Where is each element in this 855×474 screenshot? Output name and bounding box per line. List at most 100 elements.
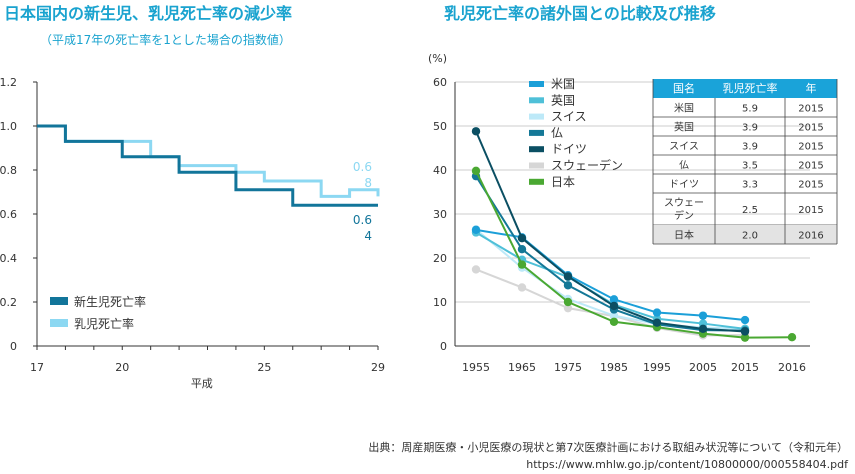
table-header-cell: 乳児死亡率 bbox=[723, 81, 778, 95]
right-legend-swatch bbox=[529, 178, 544, 185]
left-y-tick-label: 1.2 bbox=[0, 76, 17, 89]
right-data-point bbox=[698, 324, 708, 334]
table-cell: 2015 bbox=[798, 205, 823, 216]
left-legend-swatch bbox=[50, 319, 68, 327]
right-data-point bbox=[740, 333, 750, 342]
left-chart-title: 日本国内の新生児、乳児死亡率の減少率 bbox=[4, 4, 292, 23]
left-legend-swatch bbox=[50, 297, 68, 305]
right-x-tick-label: 2015 bbox=[731, 361, 759, 374]
right-legend-label: 日本 bbox=[551, 175, 575, 189]
right-data-point bbox=[609, 317, 619, 326]
right-data-point bbox=[787, 333, 797, 342]
right-data-point bbox=[471, 265, 481, 274]
table-cell: スウェー bbox=[664, 197, 704, 209]
right-x-tick-label: 1985 bbox=[600, 361, 628, 374]
right-data-point bbox=[563, 281, 573, 290]
left-y-tick-label: 1.0 bbox=[0, 120, 17, 133]
left-y-tick-label: 0.6 bbox=[0, 208, 17, 221]
right-x-tick-label: 1965 bbox=[508, 361, 536, 374]
left-end-label: 8 bbox=[364, 176, 372, 190]
left-y-tick-label: 0.4 bbox=[0, 252, 17, 265]
right-data-point bbox=[517, 260, 527, 269]
table-header-bg bbox=[653, 79, 837, 98]
right-y-tick-label: 30 bbox=[433, 208, 447, 221]
table-cell: デン bbox=[674, 209, 694, 222]
left-end-label: 0.6 bbox=[353, 213, 372, 227]
right-y-tick-label: 50 bbox=[433, 120, 447, 133]
left-y-tick-label: 0.8 bbox=[0, 164, 17, 177]
right-data-point bbox=[609, 311, 619, 320]
source-url: https://www.mhlw.go.jp/content/10800000/… bbox=[526, 458, 849, 471]
table-row-highlight bbox=[653, 225, 837, 244]
left-series-line-1 bbox=[37, 124, 380, 198]
right-legend-label: ドイツ bbox=[551, 142, 587, 156]
left-x-axis-label: 平成 bbox=[191, 377, 213, 390]
left-x-tick-label: 25 bbox=[257, 361, 271, 374]
left-x-tick-label: 20 bbox=[115, 361, 129, 374]
right-legend-label: 仏 bbox=[551, 126, 563, 140]
right-data-point bbox=[740, 327, 750, 336]
table-cell: 2015 bbox=[798, 180, 823, 191]
right-legend-swatch bbox=[529, 81, 544, 87]
table-cell: 2016 bbox=[798, 231, 823, 242]
table-cell: 英国 bbox=[674, 121, 694, 134]
left-x-tick-label: 17 bbox=[30, 361, 44, 374]
table-header-cell: 国名 bbox=[673, 81, 695, 95]
right-legend-label: スウェーデン bbox=[551, 158, 623, 173]
table-cell: 3.9 bbox=[742, 123, 758, 134]
left-chart-subtitle: （平成17年の死亡率を1とした場合の指数値） bbox=[40, 32, 291, 47]
right-x-tick-label: 1995 bbox=[643, 361, 671, 374]
right-x-tick-label: 1955 bbox=[462, 361, 490, 374]
right-y-tick-label: 0 bbox=[440, 340, 447, 353]
right-x-tick-label: 1975 bbox=[554, 361, 582, 374]
right-legend-label: 米国 bbox=[551, 77, 575, 91]
table-cell: 2015 bbox=[798, 161, 823, 172]
left-legend-label: 新生児死亡率 bbox=[74, 294, 146, 309]
right-series-line-6 bbox=[475, 170, 793, 339]
right-data-point bbox=[740, 315, 750, 325]
right-legend-swatch bbox=[529, 146, 544, 153]
right-data-point bbox=[471, 127, 481, 136]
right-legend-label: スイス bbox=[551, 110, 587, 124]
table-cell: 2015 bbox=[798, 104, 823, 115]
table-cell: 日本 bbox=[674, 229, 694, 242]
table-cell: ドイツ bbox=[669, 180, 699, 191]
right-data-point bbox=[563, 303, 573, 313]
table-cell: 2015 bbox=[798, 123, 823, 134]
right-data-point bbox=[517, 245, 527, 254]
left-legend-label: 乳児死亡率 bbox=[74, 316, 134, 331]
right-data-point bbox=[471, 225, 481, 235]
right-legend-swatch bbox=[529, 162, 544, 169]
source-citation: 出典：周産期医療・小児医療の現状と第7次医療計画における取組み状況等について（令… bbox=[368, 440, 848, 454]
table-cell: 3.9 bbox=[742, 142, 758, 153]
right-y-tick-label: 40 bbox=[433, 164, 447, 177]
table-cell: 米国 bbox=[674, 102, 694, 115]
left-line-chart: 0 0.2 0.4 0.6 0.8 1.0 1.2 17 20 25 29 平成 0.6 4 0.6 8 新生児… bbox=[0, 76, 385, 390]
left-y-tick-label: 0.2 bbox=[0, 296, 17, 309]
right-y-tick-label: 60 bbox=[433, 76, 447, 89]
table-cell: 3.5 bbox=[742, 161, 758, 172]
left-end-label: 0.6 bbox=[353, 160, 372, 174]
right-y-tick-label: 10 bbox=[433, 296, 447, 309]
left-series-line-0 bbox=[37, 124, 378, 207]
right-data-point bbox=[471, 166, 481, 176]
table-cell: 3.3 bbox=[742, 180, 758, 191]
right-chart-title: 乳児死亡率の諸外国との比較及び推移 bbox=[444, 4, 716, 23]
table-cell: 仏 bbox=[679, 160, 689, 172]
right-data-point bbox=[652, 308, 662, 317]
right-data-point bbox=[698, 311, 708, 320]
right-y-tick-label: 20 bbox=[433, 252, 447, 265]
table-cell: スイス bbox=[669, 142, 699, 153]
right-data-point bbox=[609, 301, 619, 311]
table-header-cell: 年 bbox=[806, 81, 817, 95]
right-data-point bbox=[517, 283, 527, 292]
table-cell: 2.0 bbox=[742, 231, 758, 242]
right-y-axis-unit: (%) bbox=[428, 52, 447, 65]
right-data-point bbox=[563, 297, 573, 307]
right-data-point bbox=[609, 295, 619, 304]
right-x-tick-label: 2016 bbox=[778, 361, 806, 374]
right-legend-swatch bbox=[529, 129, 544, 136]
right-data-point bbox=[652, 318, 662, 327]
